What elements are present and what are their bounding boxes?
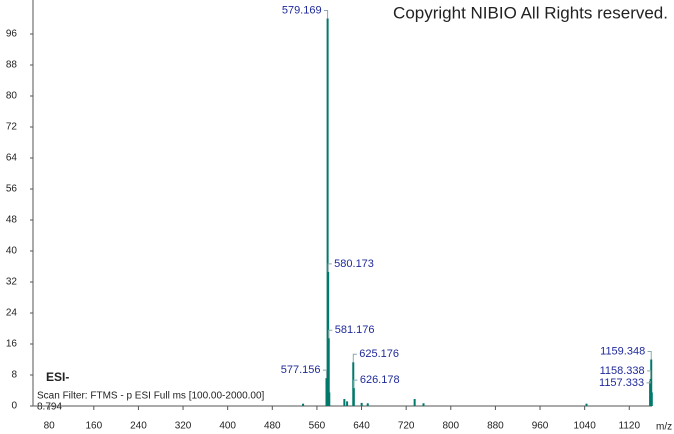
x-axis-label: m/z <box>656 422 672 433</box>
x-tick-label: 160 <box>85 421 102 432</box>
label-leader <box>352 353 357 363</box>
label-leader <box>646 380 651 384</box>
x-tick-label: 560 <box>309 421 326 432</box>
peak <box>413 399 416 406</box>
y-tick-label: 72 <box>6 122 18 133</box>
x-tick-label: 720 <box>398 421 415 432</box>
x-tick-label: 240 <box>130 421 147 432</box>
ion-mode: ESI- <box>46 370 69 384</box>
y-tick-label: 56 <box>6 184 18 195</box>
x-tick-label: 960 <box>532 421 549 432</box>
peak-label: 625.176 <box>359 348 399 360</box>
x-tick-label: 880 <box>487 421 504 432</box>
label-leader <box>353 379 358 389</box>
x-tick-label: 1120 <box>619 421 641 432</box>
peak <box>360 402 363 406</box>
peak-label: 579.169 <box>282 4 322 16</box>
peak-label: 580.173 <box>334 258 374 270</box>
peak <box>585 403 588 406</box>
x-tick-label: 80 <box>44 421 56 432</box>
label-leader <box>322 369 327 379</box>
x-tick-label: 400 <box>219 421 236 432</box>
label-leader <box>324 10 329 19</box>
x-tick-label: 1040 <box>574 421 597 432</box>
peak-label: 1157.333 <box>599 377 644 389</box>
peak <box>302 403 305 406</box>
y-tick-label: 0 <box>11 401 17 412</box>
scan-filter: Scan Filter: FTMS - p ESI Full ms [100.0… <box>37 391 265 402</box>
peak <box>650 359 653 406</box>
peak <box>422 403 425 406</box>
base-peak: 8.794 <box>37 402 62 413</box>
peak-label: 577.156 <box>281 364 321 376</box>
y-tick-label: 40 <box>6 246 18 257</box>
peak <box>328 392 331 406</box>
y-tick-label: 80 <box>6 91 18 102</box>
peak <box>325 378 328 406</box>
y-tick-label: 32 <box>6 277 18 288</box>
x-tick-label: 800 <box>442 421 459 432</box>
x-tick-label: 640 <box>353 421 370 432</box>
label-leader <box>647 351 652 360</box>
peak <box>650 392 653 406</box>
y-tick-label: 48 <box>6 215 18 226</box>
peak-label: 581.176 <box>335 324 375 336</box>
y-tick-label: 96 <box>6 29 18 40</box>
peak <box>327 338 330 406</box>
peak <box>343 399 346 406</box>
peak-label: 1159.348 <box>600 345 645 357</box>
peak <box>346 401 349 406</box>
peak <box>366 403 369 406</box>
label-leader <box>328 329 333 339</box>
peak <box>352 388 355 406</box>
y-tick-label: 24 <box>6 308 18 319</box>
copyright: Copyright NIBIO All Rights reserved. <box>393 3 668 22</box>
y-tick-label: 16 <box>6 339 18 350</box>
y-tick-label: 8 <box>11 370 17 381</box>
label-leader <box>647 370 652 379</box>
x-tick-label: 320 <box>175 421 192 432</box>
y-tick-label: 64 <box>6 153 18 164</box>
x-tick-label: 480 <box>264 421 281 432</box>
peak-label: 626.178 <box>360 374 400 386</box>
peak-label: 1158.338 <box>600 365 645 377</box>
label-leader <box>327 263 332 272</box>
y-tick-label: 88 <box>6 60 18 71</box>
peak <box>326 18 329 406</box>
peak <box>352 362 355 406</box>
